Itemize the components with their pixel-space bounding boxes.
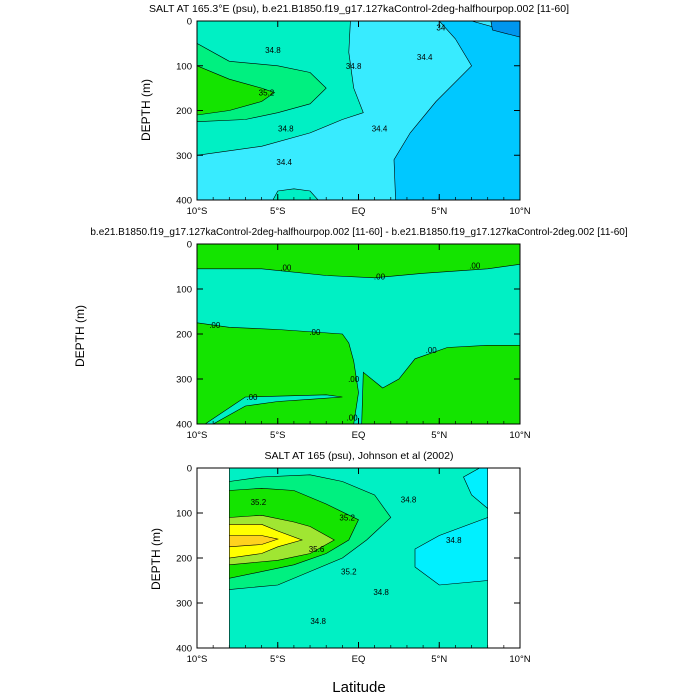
panel-1-title: SALT AT 165.3°E (psu), b.e21.B1850.f19_g… [149, 3, 569, 15]
panel-3-ylabel: DEPTH (m) [149, 528, 163, 590]
panel-3-xtick-label-1: 5°S [270, 654, 285, 665]
panel-1-contour-label-1: 35.2 [259, 89, 275, 98]
panel-2-contour-region-0 [197, 244, 520, 279]
panel-3-contour-label-3: 35.2 [341, 568, 357, 577]
panel-1-contour-label-7: 34 [436, 24, 445, 33]
panel-2-contour-label-4: .00 [309, 328, 321, 337]
panel-2-contour-label-6: .00 [246, 393, 258, 402]
panel-2-title: b.e21.B1850.f19_g17.127kaControl-2deg-ha… [90, 227, 627, 238]
panel-2-contour-label-8: .00 [346, 413, 358, 422]
panel-3-xtick-label-3: 5°N [431, 654, 447, 665]
panel-1-ytick-label-0: 0 [187, 17, 192, 28]
panel-1-contour-label-3: 34.8 [278, 124, 294, 133]
panel-3-ytick-label-4: 400 [176, 644, 192, 655]
panel-2-plot: .00 .00 .00 .00 .00 .00 .00 .00 .00 10°S 5°S EQ 5°N 1… [176, 240, 531, 442]
panel-2-contour-region-2 [361, 344, 520, 424]
panel-1-contour-region-5 [197, 65, 276, 116]
panel-1-xtick-label-4: 10°N [509, 206, 530, 217]
panel-2-xtick-label-1: 5°S [270, 430, 285, 441]
panel-2-contour-label-5: .00 [426, 346, 438, 355]
panel-1-contour-label-4: 34.4 [276, 158, 292, 167]
panel-1-ytick-label-2: 200 [176, 106, 192, 117]
panel-2-xtick-label-4: 10°N [509, 430, 530, 441]
panel-2-xtick-label-0: 10°S [187, 430, 208, 441]
panel-3-ytick-label-3: 300 [176, 599, 192, 610]
panel-3-ytick-label-2: 200 [176, 554, 192, 565]
panel-2-contour-label-3: .00 [209, 321, 221, 330]
panel-2-xtick-label-3: 5°N [431, 430, 447, 441]
panel-1-plot: 34.8 35.2 34.8 34.8 34.4 34.4 34.4 34 10°S 5°S EQ 5… [176, 17, 531, 218]
panel-1-contour-label-5: 34.4 [372, 124, 388, 133]
panel-2-ytick-label-4: 400 [176, 420, 192, 431]
panel-1-ytick-label-3: 300 [176, 151, 192, 162]
panel-2-contour-label-1: .00 [374, 272, 386, 281]
panel-2-ylabel: DEPTH (m) [73, 305, 87, 367]
figure-xlabel: Latitude [332, 679, 385, 696]
panel-3-contour-region-2 [414, 517, 489, 586]
panel-1-xtick-label-2: EQ [352, 206, 366, 217]
panel-3-contour-region-1 [463, 468, 489, 510]
panel-1-contour-region-1 [490, 21, 520, 38]
panel-2-ytick-label-1: 100 [176, 285, 192, 296]
panel-2-contour-region-1 [197, 322, 359, 424]
panel-3-plot: 35.2 35.2 35.6 35.2 34.8 34.8 34.8 34.8 10°S 5°S E… [176, 464, 531, 666]
panel-1-contour-region-3 [272, 188, 319, 200]
panel-3-contour-label-5: 34.8 [446, 536, 462, 545]
panel-3-xtick-label-2: EQ [352, 654, 366, 665]
panel-1-contour-label-2: 34.8 [346, 62, 362, 71]
panel-1-xtick-label-3: 5°N [431, 206, 447, 217]
panel-2-contour-label-0: .00 [280, 263, 292, 272]
panel-2-contour-label-7: .00 [348, 375, 360, 384]
panel-3-contour-label-0: 35.2 [251, 498, 267, 507]
panel-2-ytick-label-3: 300 [176, 375, 192, 386]
panel-1-ytick-label-1: 100 [176, 61, 192, 72]
panel-1: SALT AT 165.3°E (psu), b.e21.B1850.f19_g… [139, 3, 569, 217]
panel-3-ytick-label-0: 0 [187, 464, 192, 475]
panel-2-contour-label-2: .00 [469, 262, 481, 271]
panel-3-ytick-label-1: 100 [176, 509, 192, 520]
panel-2: b.e21.B1850.f19_g17.127kaControl-2deg-ha… [73, 227, 628, 441]
panel-2-ytick-label-2: 200 [176, 330, 192, 341]
panel-3-contour-region-7 [229, 535, 279, 548]
panel-1-contour-label-0: 34.8 [265, 46, 281, 55]
panel-3-contour-label-2: 35.6 [309, 545, 325, 554]
panel-3-xtick-label-0: 10°S [187, 654, 208, 665]
panel-3-contour-label-4: 34.8 [401, 496, 417, 505]
panel-3-contour-label-1: 35.2 [339, 514, 355, 523]
panel-1-xtick-label-1: 5°S [270, 206, 285, 217]
panel-2-ytick-label-0: 0 [187, 240, 192, 251]
panel-1-contour-label-6: 34.4 [417, 53, 433, 62]
panel-1-xtick-label-0: 10°S [187, 206, 208, 217]
panel-1-ylabel: DEPTH (m) [139, 79, 153, 141]
panel-2-xtick-label-2: EQ [352, 430, 366, 441]
panel-3-contour-label-7: 34.8 [310, 617, 326, 626]
panel-3-contour-label-6: 34.8 [373, 588, 389, 597]
panel-3-title: SALT AT 165 (psu), Johnson et al (2002) [265, 450, 454, 462]
panel-3: SALT AT 165 (psu), Johnson et al (2002) … [149, 450, 531, 665]
panel-1-ytick-label-4: 400 [176, 196, 192, 207]
panel-3-xtick-label-4: 10°N [509, 654, 530, 665]
